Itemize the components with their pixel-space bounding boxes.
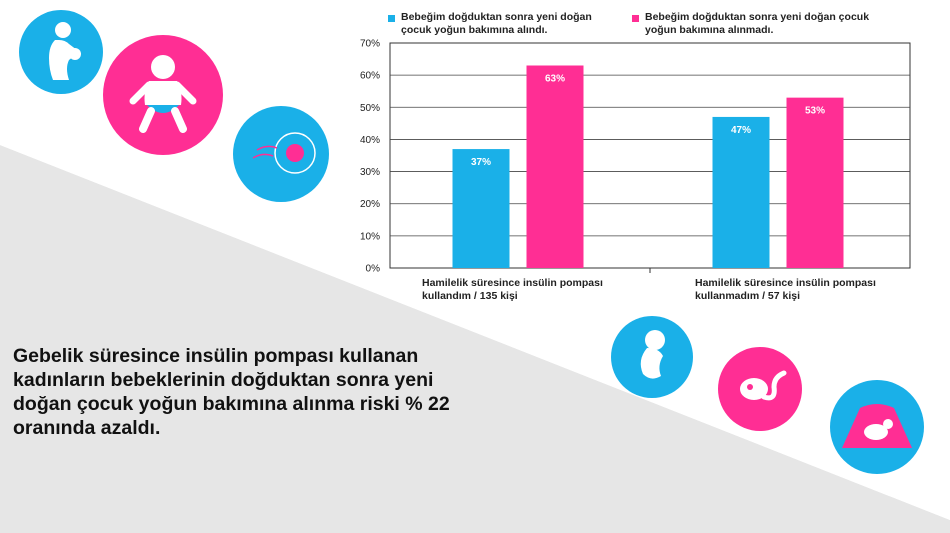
- y-tick-label: 10%: [360, 231, 380, 242]
- y-tick-label: 20%: [360, 199, 380, 210]
- y-tick-label: 50%: [360, 103, 380, 114]
- ultrasound-icon: [830, 380, 924, 474]
- egg-sperm-icon: [233, 106, 329, 202]
- mother-baby-icon: [19, 10, 103, 94]
- y-tick-label: 0%: [366, 264, 381, 275]
- data-label: 37%: [471, 157, 491, 168]
- bar: [712, 116, 770, 268]
- y-tick-label: 60%: [360, 71, 380, 82]
- bar: [452, 149, 510, 268]
- embryo-icon: [718, 347, 802, 431]
- x-category-label: Hamilelik süresince insülin pompası: [695, 277, 876, 289]
- legend-label-line-2: yoğun bakımına alınmadı.: [645, 24, 774, 36]
- legend-swatch-pink: [632, 15, 639, 22]
- bar-chart: 0% 10% 20% 30% 40% 50% 60% 70% 37% 63% Hamilelik s…: [360, 39, 911, 302]
- data-label: 63%: [545, 74, 565, 85]
- y-tick-label: 30%: [360, 167, 380, 178]
- legend-item-series-2: Bebeğim doğduktan sonra yeni doğan çocuk…: [632, 11, 875, 37]
- legend-label-line-2: çocuk yoğun bakımına alındı.: [401, 24, 548, 36]
- x-category-label: kullanmadım / 57 kişi: [695, 290, 800, 302]
- baby-diaper-icon: [103, 35, 223, 155]
- y-tick-label: 70%: [360, 39, 380, 50]
- legend-label-line-1: Bebeğim doğduktan sonra yeni doğan: [401, 11, 592, 23]
- callout-text: Gebelik süresince insülin pompası kullan…: [13, 345, 450, 439]
- data-label: 53%: [805, 106, 825, 117]
- legend-swatch-blue: [388, 15, 395, 22]
- y-tick-label: 40%: [360, 135, 380, 146]
- legend-label-line-1: Bebeğim doğduktan sonra yeni doğan çocuk: [645, 11, 870, 23]
- bar: [526, 65, 584, 268]
- gray-diagonal-band: [0, 145, 950, 533]
- x-category-label: kullandım / 135 kişi: [422, 290, 518, 302]
- data-label: 47%: [731, 125, 751, 136]
- bar: [786, 97, 844, 269]
- legend-item-series-1: Bebeğim doğduktan sonra yeni doğan çocuk…: [388, 11, 631, 37]
- fetus-icon: [611, 316, 693, 398]
- x-category-label: Hamilelik süresince insülin pompası: [422, 277, 603, 289]
